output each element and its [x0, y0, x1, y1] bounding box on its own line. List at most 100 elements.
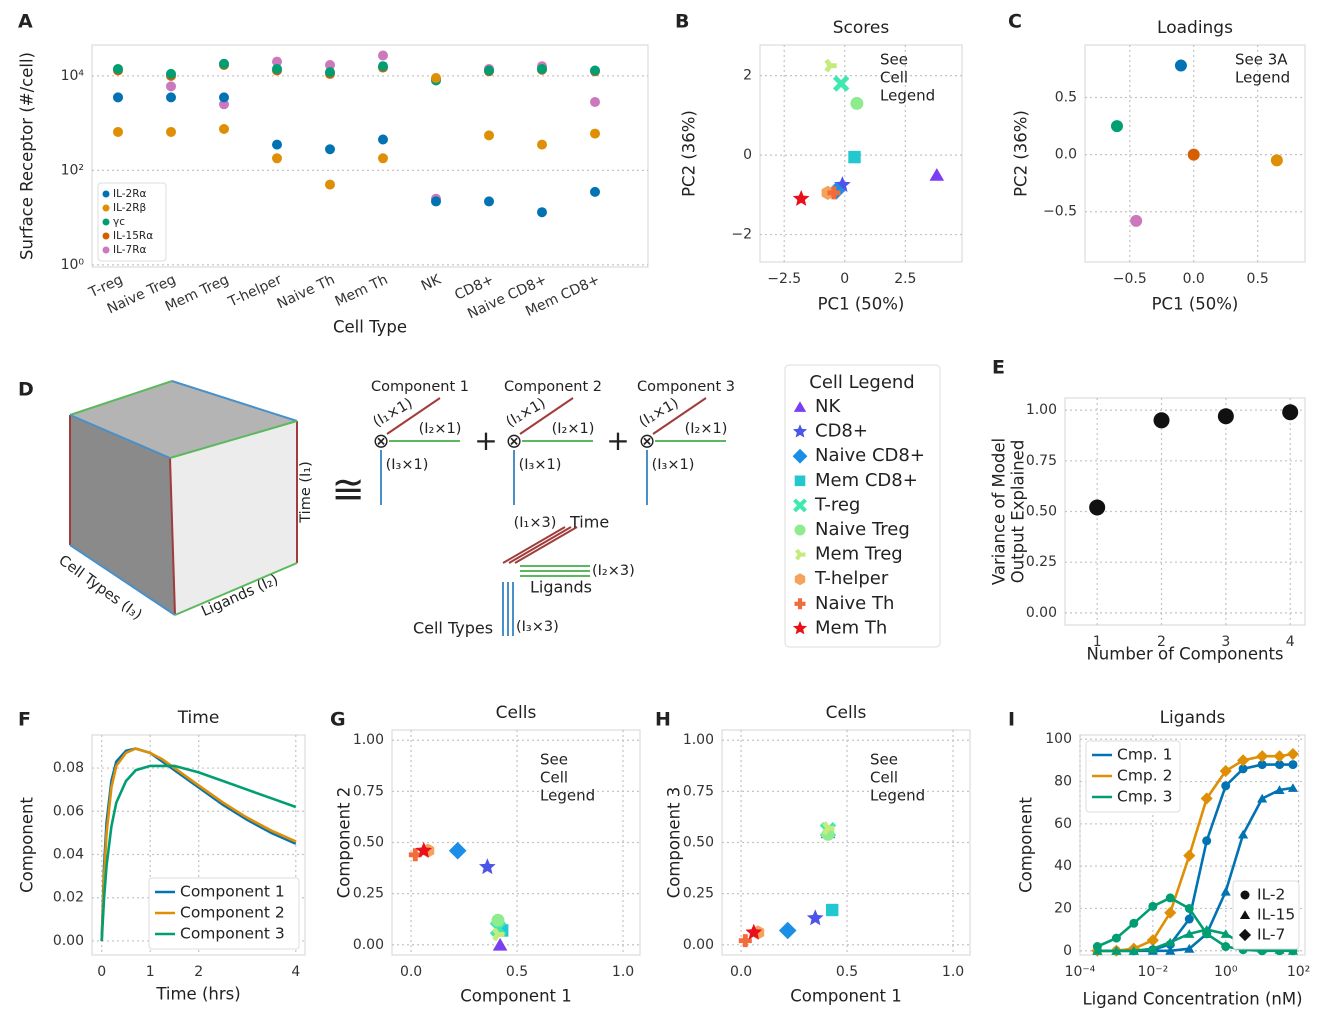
point	[1129, 918, 1139, 928]
line	[100, 747, 297, 942]
component-3: Component 3 ⊗ (I₁×1) (I₂×1) (I₃×1)	[636, 379, 735, 505]
point	[832, 75, 850, 92]
dot	[219, 92, 229, 103]
edge	[69, 544, 176, 616]
x-tick-label: 3	[1221, 634, 1230, 650]
dot	[219, 58, 229, 69]
factor-dim: (I₂×1)	[552, 421, 595, 437]
x-axis-label: Component 1	[460, 987, 572, 1006]
point	[1184, 914, 1194, 924]
y-tick-label: 0.50	[1026, 504, 1057, 520]
annotation: Cell	[880, 69, 908, 87]
point	[1286, 748, 1299, 761]
annotation: Legend	[1235, 69, 1290, 87]
panel-label: B	[675, 11, 689, 33]
point	[1174, 59, 1187, 72]
dot	[166, 68, 176, 79]
point	[824, 58, 837, 73]
chart-title: Loadings	[1157, 18, 1233, 38]
point	[1201, 924, 1212, 934]
legend-label: Component 3	[180, 925, 285, 943]
point	[826, 903, 839, 917]
edge	[69, 380, 173, 416]
edge	[171, 380, 298, 422]
y-tick-label: 2	[743, 68, 752, 84]
x-tick-label: 0.0	[730, 964, 752, 980]
legend-label: Cmp. 2	[1117, 767, 1172, 785]
y-tick-label: 80	[1054, 774, 1072, 790]
annotation: See	[880, 51, 908, 69]
y-tick-label: 0.5	[1055, 90, 1077, 106]
factor-matrices: (I₁×3) Time (I₂×3) Ligands Cell Types (I…	[413, 513, 635, 638]
y-tick-label: 0.75	[1026, 453, 1057, 469]
annotation: Cell	[870, 769, 898, 787]
point	[1220, 929, 1231, 938]
factor-name: Cell Types	[413, 619, 493, 638]
point	[1184, 903, 1194, 913]
dot	[590, 96, 600, 107]
x-axis-label: Number of Components	[1086, 645, 1283, 664]
dot	[166, 92, 176, 103]
y-axis-label: Output Explained	[1009, 440, 1028, 584]
dot	[272, 56, 282, 67]
legend-marker	[1239, 910, 1251, 919]
approx-sign: ≅	[331, 467, 365, 513]
point	[1237, 754, 1250, 767]
factor-dim: (I₃×1)	[652, 457, 695, 473]
factor-dim: (I₁×1)	[636, 395, 681, 430]
point	[1184, 943, 1195, 953]
dot	[378, 61, 388, 72]
point	[1238, 764, 1248, 774]
legend-marker	[792, 448, 808, 464]
component-2: Component 2 ⊗ (I₁×1) (I₂×1) (I₃×1)	[503, 379, 602, 505]
legend-marker	[792, 424, 808, 438]
legend-marker	[102, 204, 110, 212]
point	[1164, 906, 1177, 919]
dot	[537, 63, 547, 74]
dot	[590, 65, 600, 76]
x-tick-label: Mem Th	[333, 272, 391, 310]
factor-dim: (I₃×3)	[516, 619, 559, 635]
dot	[590, 128, 600, 139]
y-tick-label: 0.00	[683, 937, 714, 953]
plot-frame	[1084, 44, 1306, 263]
y-tick-label: 0	[743, 147, 752, 163]
y-axis-label: Component	[18, 797, 37, 893]
y-tick-label: 20	[1054, 900, 1072, 916]
y-tick-label: 1.00	[683, 732, 714, 748]
plus-sign: +	[474, 424, 497, 457]
factor-dim: (I₁×1)	[503, 395, 548, 430]
point	[1111, 933, 1121, 943]
legend-marker	[794, 475, 806, 487]
y-tick-label: 0.75	[683, 783, 714, 799]
legend-label: Naive CD8+	[815, 445, 925, 466]
x-tick-label: Naive Th	[275, 272, 338, 313]
chart-title: Cells	[826, 703, 867, 723]
x-tick-label: 1.0	[612, 964, 634, 980]
point	[1130, 214, 1143, 227]
legend-label: NK	[815, 396, 841, 417]
point	[1200, 792, 1213, 805]
factor-line	[508, 526, 572, 564]
annotation: See	[540, 751, 568, 769]
cube-left	[70, 415, 175, 615]
point	[1274, 785, 1285, 794]
point	[1238, 829, 1249, 839]
legend-box	[784, 364, 941, 648]
legend-label: IL-15	[1257, 906, 1295, 924]
x-tick-label: 10⁻²	[1137, 964, 1168, 980]
legend-marker	[102, 190, 110, 198]
y-tick-label: 0.25	[1026, 554, 1057, 570]
cube-right	[170, 421, 297, 615]
dot	[219, 99, 229, 110]
point	[738, 934, 752, 948]
component-title: Component 3	[637, 379, 735, 395]
legend-label: IL-7Rα	[113, 244, 147, 256]
dot	[537, 139, 547, 150]
point	[1256, 750, 1269, 763]
legend-marker	[1240, 890, 1250, 900]
chart-title: Cells	[496, 703, 537, 723]
x-tick-label: 0.5	[1247, 271, 1269, 287]
annotation: See	[870, 751, 898, 769]
point	[1202, 836, 1212, 846]
